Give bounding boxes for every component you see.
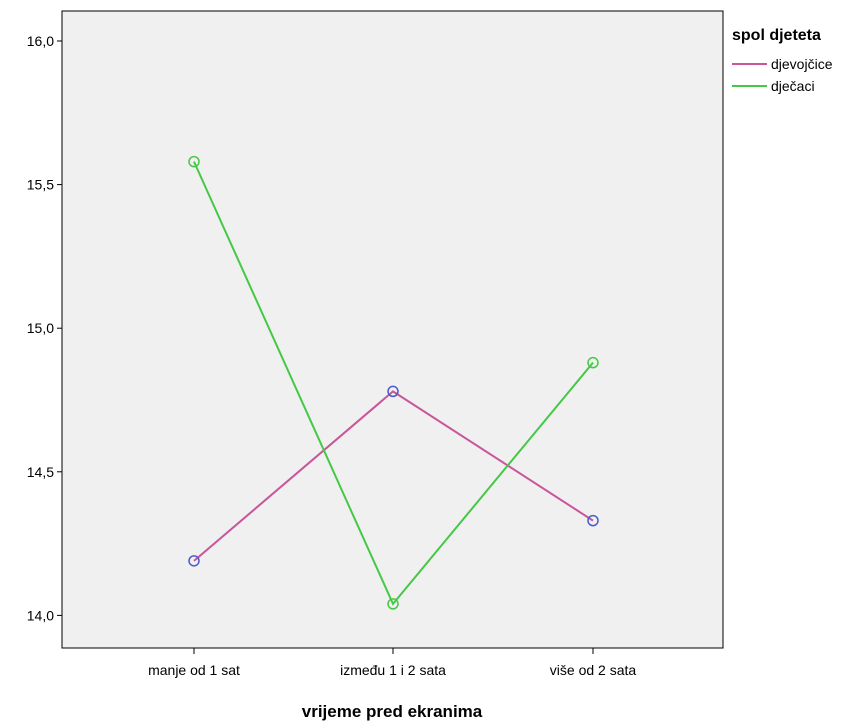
data-point bbox=[188, 555, 200, 567]
data-point bbox=[587, 514, 599, 527]
legend-items: djevojčice dječaci bbox=[732, 56, 833, 94]
data-point bbox=[387, 598, 399, 610]
y-tick-label: 15,5 bbox=[27, 177, 54, 193]
x-tick-label: između 1 i 2 sata bbox=[340, 662, 446, 678]
series-layer bbox=[188, 155, 599, 610]
legend-label: dječaci bbox=[771, 78, 815, 94]
x-axis: manje od 1 sat između 1 i 2 sata više od 2… bbox=[148, 648, 636, 678]
x-tick-label: više od 2 sata bbox=[550, 662, 637, 678]
y-tick-label: 15,0 bbox=[27, 320, 54, 336]
legend: spol djeteta djevojčice dječaci bbox=[732, 27, 833, 94]
y-axis: 14,0 14,5 15,0 15,5 16,0 bbox=[27, 33, 62, 623]
legend-title: spol djeteta bbox=[732, 27, 821, 44]
data-point bbox=[188, 155, 200, 168]
series-line-1 bbox=[193, 390, 594, 562]
plot-area bbox=[61, 10, 724, 649]
legend-label: djevojčice bbox=[771, 56, 833, 72]
x-tick-label: manje od 1 sat bbox=[148, 662, 240, 678]
data-point bbox=[387, 385, 399, 398]
y-tick-label: 14,0 bbox=[27, 607, 54, 623]
y-tick-label: 14,5 bbox=[27, 464, 54, 480]
x-axis-title: vrijeme pred ekranima bbox=[302, 702, 483, 721]
data-point bbox=[587, 356, 599, 369]
series-line-2 bbox=[193, 161, 594, 606]
y-tick-label: 16,0 bbox=[27, 33, 54, 49]
